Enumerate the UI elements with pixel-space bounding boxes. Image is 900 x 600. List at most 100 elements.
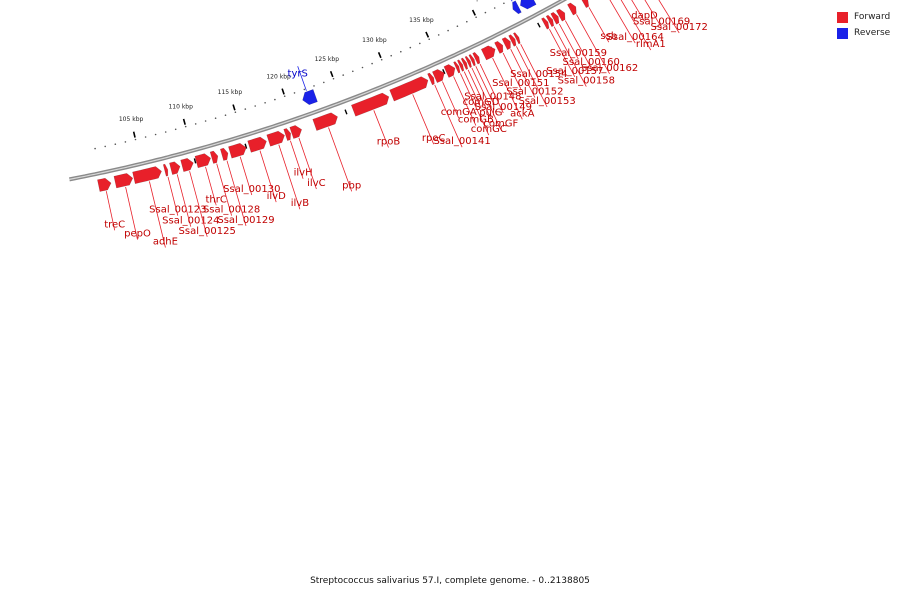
gene-arrow-treC[interactable] xyxy=(97,177,112,192)
gene-arrow-Ssal_00158[interactable] xyxy=(545,14,555,28)
gene-label-Ssal_00172[interactable]: Ssal_00172 xyxy=(651,22,708,33)
gene-label-Ssal_00141[interactable]: Ssal_00141 xyxy=(433,136,490,147)
gene-arrow-comGD[interactable] xyxy=(456,59,465,72)
gene-label-ilvD[interactable]: ilvD xyxy=(267,191,286,202)
gene-label-Ssal_00154[interactable]: Ssal_00154 xyxy=(510,69,567,80)
gene-label-Ssal_00149[interactable]: Ssal_00149 xyxy=(475,102,532,113)
gene-arrow-Ssal_00152[interactable] xyxy=(501,37,511,51)
gene-arrow-comGA[interactable] xyxy=(431,69,445,84)
gene-arrow-Ssal_00129[interactable] xyxy=(219,147,229,161)
gene-label-Ssal_00125[interactable]: Ssal_00125 xyxy=(179,226,236,237)
gene-label-Ssal_00158[interactable]: Ssal_00158 xyxy=(558,76,615,87)
gene-arrow-comGF[interactable] xyxy=(464,55,472,69)
gene-label-comGF[interactable]: comGF xyxy=(483,119,518,130)
label-connector xyxy=(510,49,536,98)
minor-tick xyxy=(437,34,440,36)
gene-label-pepO[interactable]: pepO xyxy=(124,229,151,240)
gene-label-Ssal_00129[interactable]: Ssal_00129 xyxy=(217,215,274,226)
gene-label-Ssal_00157[interactable]: Ssal_00157 xyxy=(546,66,603,77)
gene-arrow-Ssal_00153[interactable] xyxy=(508,34,517,47)
gene-label-ackA[interactable]: ackA xyxy=(510,108,534,119)
gene-label-pulG[interactable]: pulG xyxy=(479,108,502,119)
gene-arrow-Ssal_00125[interactable] xyxy=(180,158,194,173)
minor-tick xyxy=(332,77,335,80)
gene-arrow-comGB[interactable] xyxy=(443,64,456,78)
gene-label-pbp[interactable]: pbp xyxy=(342,180,361,191)
gene-arrow-proC[interactable] xyxy=(512,0,522,15)
gene-arrow-Ssal_00154[interactable] xyxy=(512,32,521,45)
gene-arrow-Ssal_00141[interactable] xyxy=(427,72,435,86)
kbp-label: 110 kbp xyxy=(168,103,193,110)
gene-arrow-tyrS[interactable] xyxy=(302,89,318,105)
gene-label-ilvH[interactable]: ilvH xyxy=(294,168,313,179)
gene-label-comGD[interactable]: comGD xyxy=(463,97,500,108)
gene-label-comGB[interactable]: comGB xyxy=(458,115,494,126)
gene-arrow-Ssal_00124[interactable] xyxy=(169,161,181,175)
gene-label-tyrS[interactable]: tyrS xyxy=(288,68,308,79)
gene-arrow-rpoB[interactable] xyxy=(350,92,390,117)
gene-label-rlmA1[interactable]: rlmA1 xyxy=(636,39,666,50)
gene-arrow-ilvH[interactable] xyxy=(283,128,291,142)
gene-arrow-thrC[interactable] xyxy=(194,153,212,169)
gene-label-adhE[interactable]: adhE xyxy=(153,237,178,248)
gene-label-ilvB[interactable]: ilvB xyxy=(291,198,309,209)
gene-label-comGA[interactable]: comGA xyxy=(441,107,477,118)
gene-label-comGC[interactable]: comGC xyxy=(471,124,507,135)
gene-arrow-pepO[interactable] xyxy=(113,173,134,189)
gene-label-ssb[interactable]: ssb xyxy=(600,31,617,42)
gene-arrow-Ssal_00128[interactable] xyxy=(209,150,219,164)
minor-tick xyxy=(254,105,256,107)
gene-arrow-adhE[interactable] xyxy=(132,166,162,184)
gene-arrow-Ssal_00130[interactable] xyxy=(228,142,247,159)
gene-arrow-ilvB[interactable] xyxy=(266,130,285,147)
gene-label-ilvC[interactable]: ilvC xyxy=(307,178,325,189)
gene-label-rpoC[interactable]: rpoC xyxy=(422,133,446,144)
minor-tick xyxy=(214,117,217,119)
gene-arrow-Ssal_00148[interactable] xyxy=(468,54,476,67)
gene-arrow-ssb[interactable] xyxy=(580,0,590,9)
gene-arrow-ilvC[interactable] xyxy=(289,125,303,139)
gene-label-Ssal_00153[interactable]: Ssal_00153 xyxy=(518,96,575,107)
label-connector xyxy=(475,66,494,103)
gene-arrow-Ssal_00151[interactable] xyxy=(494,40,504,54)
gene-label-Ssal_00159[interactable]: Ssal_00159 xyxy=(550,48,607,59)
minor-tick xyxy=(224,114,227,116)
gene-label-Ssal_00151[interactable]: Ssal_00151 xyxy=(492,78,549,89)
label-connector xyxy=(471,67,502,130)
gene-label-Ssal_00160[interactable]: Ssal_00160 xyxy=(563,57,620,68)
gene-arrow-Ssal_00157[interactable] xyxy=(541,17,550,30)
gene-arrow-comGC[interactable] xyxy=(453,61,461,74)
gene-arrow-Ssal_00160[interactable] xyxy=(555,8,566,22)
gene-label-Ssal_00162[interactable]: Ssal_00162 xyxy=(581,63,638,74)
label-connector xyxy=(167,176,179,216)
gene-label-Ssal_00152[interactable]: Ssal_00152 xyxy=(506,87,563,98)
minor-tick xyxy=(400,50,402,53)
gene-label-Ssal_00169[interactable]: Ssal_00169 xyxy=(633,16,690,27)
gene-label-Ssal_00148[interactable]: Ssal_00148 xyxy=(464,91,521,102)
gene-label-Ssal_00123[interactable]: Ssal_00123 xyxy=(149,205,206,216)
minor-tick xyxy=(264,102,266,104)
gene-label-Ssal_00128[interactable]: Ssal_00128 xyxy=(203,205,260,216)
gene-label-Ssal_00124[interactable]: Ssal_00124 xyxy=(162,216,219,227)
label-connector xyxy=(460,73,490,136)
gene-arrow-rpoC[interactable] xyxy=(389,76,429,102)
gene-label-dapD[interactable]: dapD xyxy=(631,10,658,21)
gene-arrow-ilvD[interactable] xyxy=(247,136,267,153)
gene-arrow-pbp[interactable] xyxy=(312,112,338,131)
minor-tick xyxy=(174,128,177,131)
label-connector xyxy=(412,94,435,145)
gene-label-Ssal_00164[interactable]: Ssal_00164 xyxy=(607,32,664,43)
gene-arrow-Ssal_00123[interactable] xyxy=(162,163,169,177)
gene-arrow-Ssal_00159[interactable] xyxy=(550,11,560,25)
gene-arrow-Ssal_00149[interactable] xyxy=(472,51,481,65)
gene-label-rpoB[interactable]: rpoB xyxy=(377,137,401,148)
gene-arrow-Ssal_00162[interactable] xyxy=(567,2,577,16)
gene-label-Ssal_00130[interactable]: Ssal_00130 xyxy=(223,184,280,195)
gene-arrow-pepA[interactable] xyxy=(520,0,537,10)
gene-label-treC[interactable]: treC xyxy=(104,219,125,230)
minor-tick xyxy=(466,20,468,23)
gene-arrow-ackA[interactable] xyxy=(480,45,496,61)
gene-arrow-pulG[interactable] xyxy=(460,57,469,70)
gene-label-thrC[interactable]: thrC xyxy=(206,194,227,205)
kbp-label: 120 kbp xyxy=(266,73,291,80)
